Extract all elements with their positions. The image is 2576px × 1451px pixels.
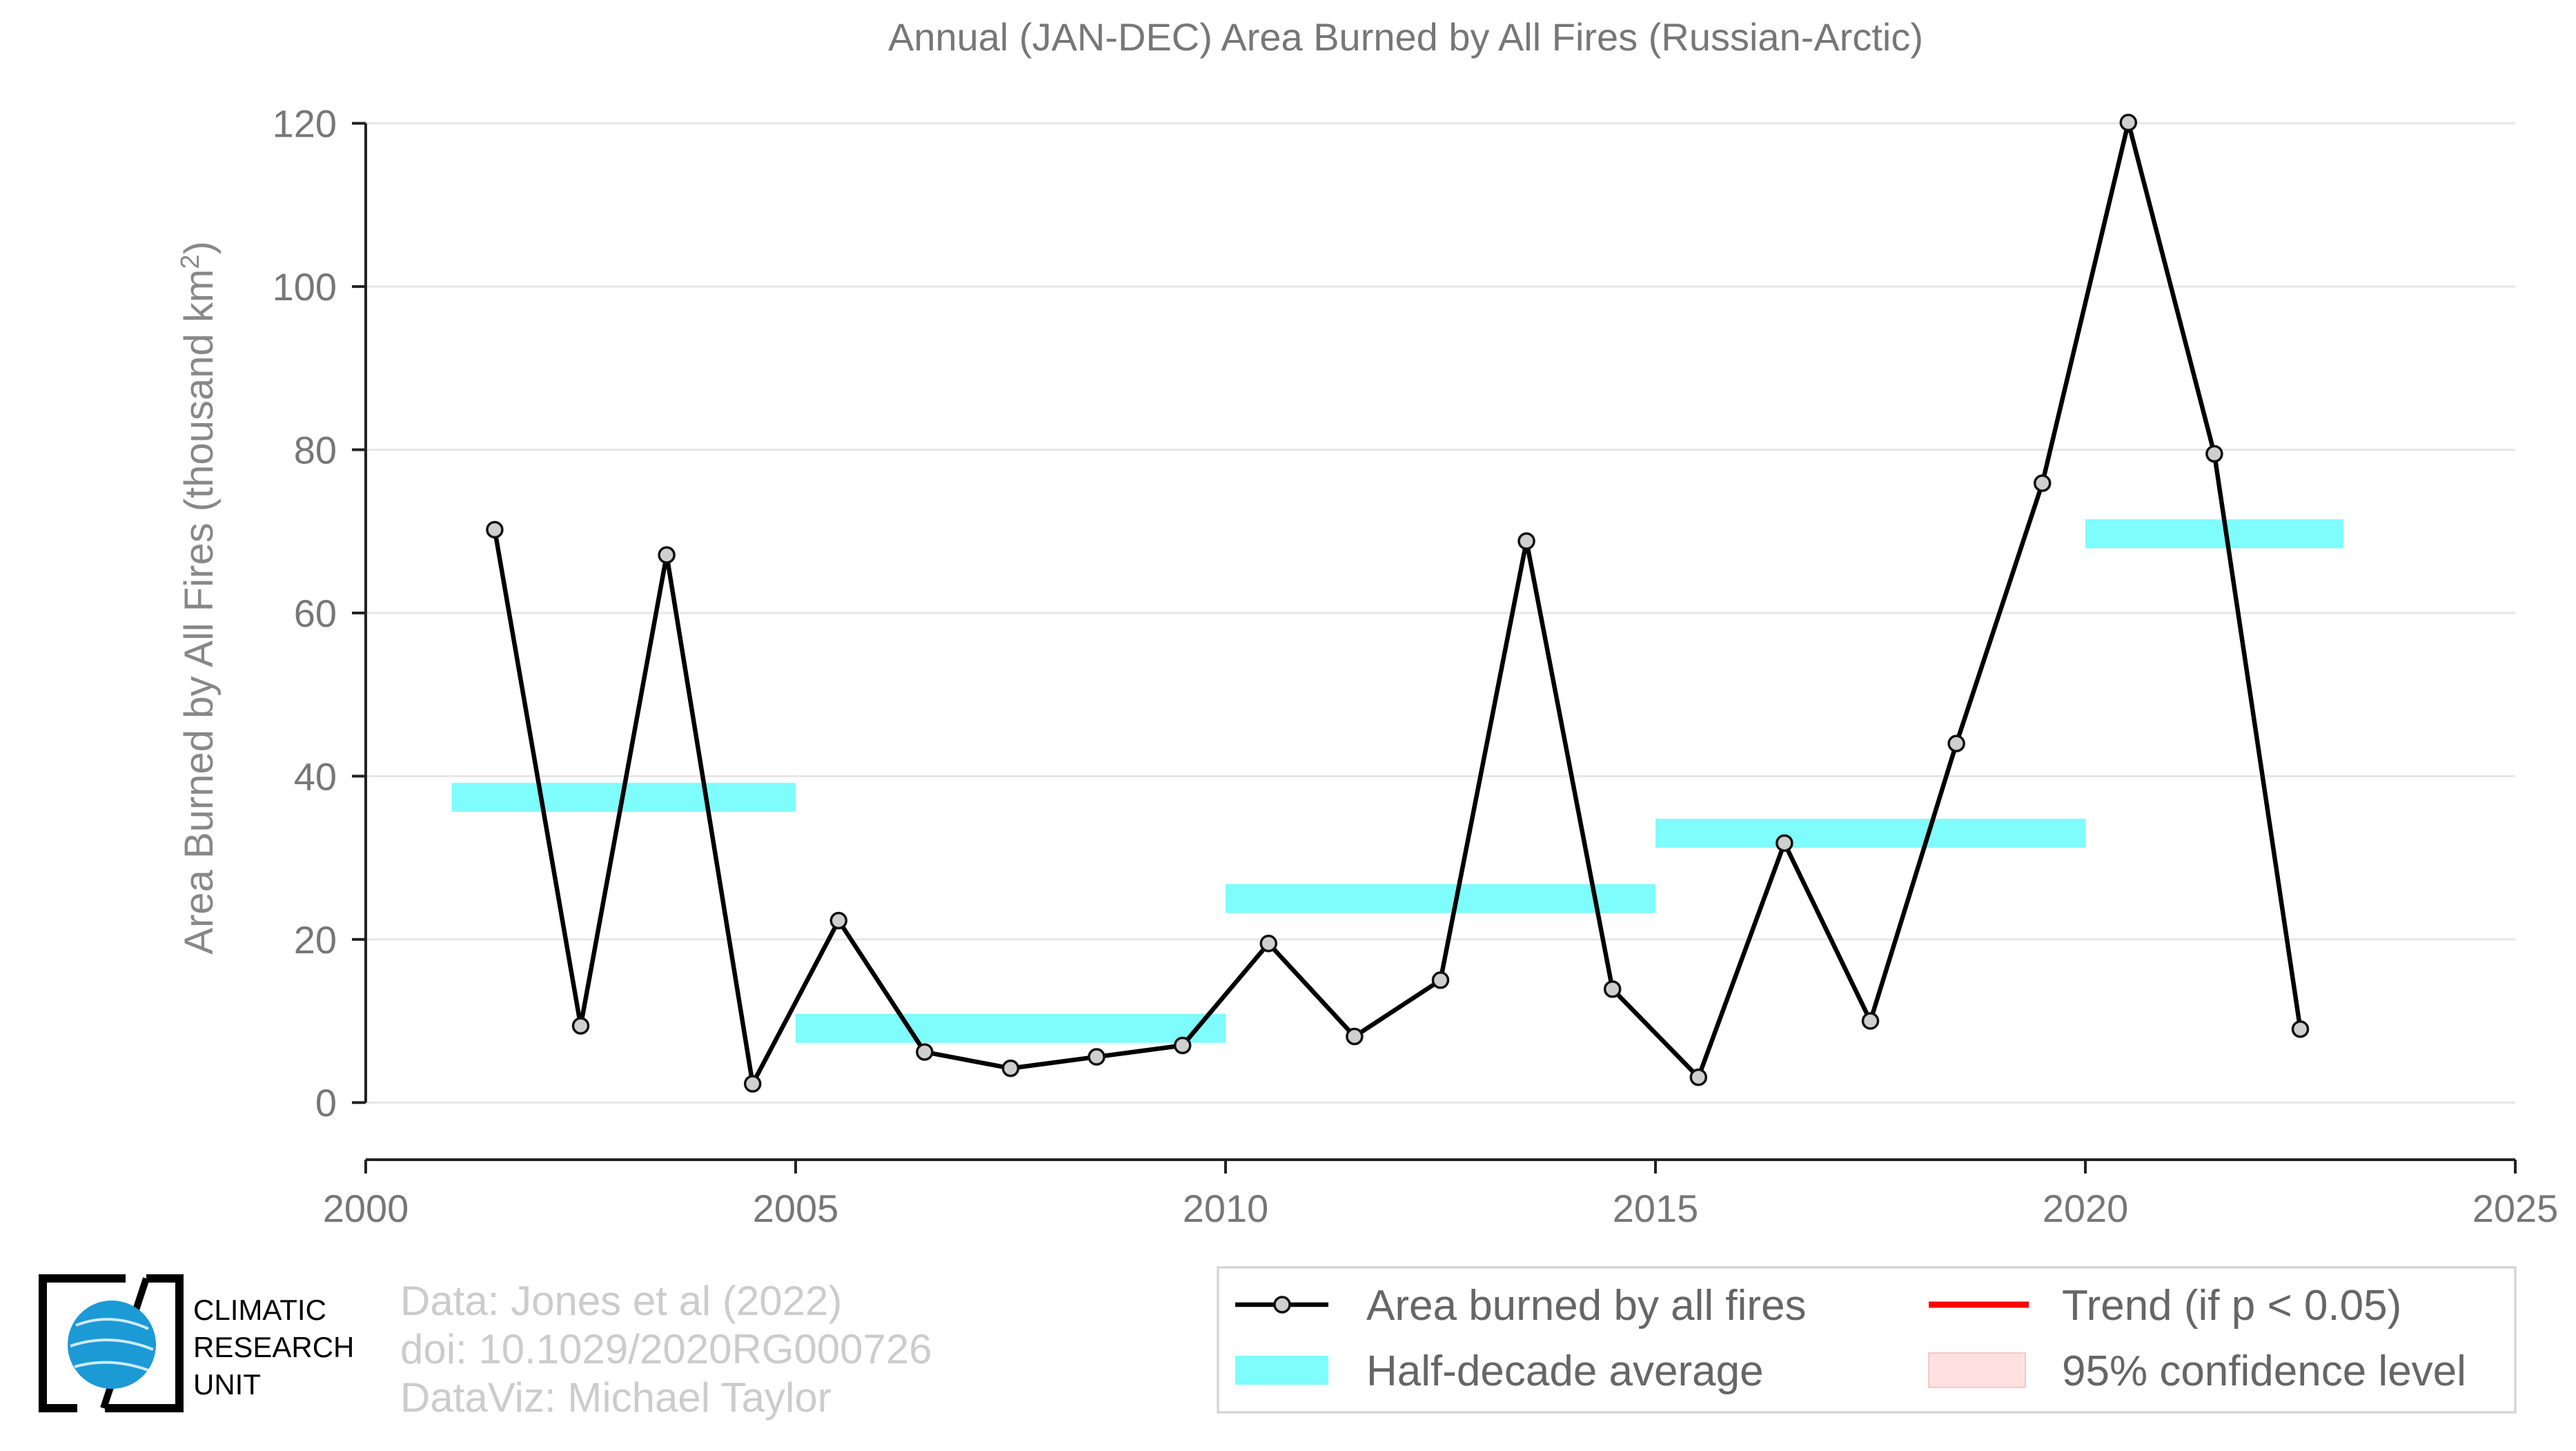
y-axis-label: Area Burned by All Fires (thousand km2) (176, 241, 222, 954)
x-tick-label-2020: 2020 (2043, 1187, 2129, 1230)
data-point-2002.5 (571, 1017, 590, 1035)
axes: 0 20 40 60 80 100 120 2000 2005 2010 2015 2020 2025 (273, 102, 2559, 1230)
half-decade-bar-2 (1226, 884, 1655, 913)
data-point-2011.5 (1346, 1027, 1364, 1046)
x-tick-label-2025: 2025 (2472, 1187, 2559, 1230)
data-point-2008.5 (1088, 1048, 1105, 1066)
x-tick-label-2000: 2000 (323, 1187, 409, 1230)
legend: Area burned by all fires Trend (if p < 0… (1217, 1266, 2517, 1414)
data-point-2022.5 (2291, 1020, 2310, 1038)
legend-swatch-half-decade (1235, 1356, 1328, 1385)
data-point-2020.5 (2119, 113, 2138, 132)
data-point-2001.5 (486, 520, 504, 539)
gridlines (366, 122, 2515, 1104)
data-point-2014.5 (1603, 980, 1622, 998)
legend-box (1217, 1266, 2517, 1414)
data-point-2015.5 (1689, 1068, 1708, 1087)
x-tick-label-2015: 2015 (1613, 1187, 1699, 1230)
data-point-2003.5 (658, 546, 676, 564)
data-point-2005.5 (829, 911, 848, 930)
data-point-2018.5 (1947, 734, 1965, 752)
y-tick-label-100: 100 (273, 265, 337, 309)
logo-text-unit: UNIT (193, 1368, 261, 1401)
credit-doi: doi: 10.1029/2020RG000726 (400, 1326, 932, 1372)
credit-dataviz: DataViz: Michael Taylor (400, 1374, 832, 1421)
data-point-2016.5 (1776, 834, 1793, 853)
data-point-2009.5 (1173, 1036, 1192, 1055)
data-point-2021.5 (2205, 445, 2223, 463)
logo-bracket-right (105, 1274, 184, 1412)
legend-marker-area-burned (1273, 1296, 1291, 1314)
half-decade-bar-1 (796, 1013, 1226, 1043)
data-point-2012.5 (1431, 971, 1450, 989)
x-tick-label-2005: 2005 (753, 1187, 839, 1230)
data-point-2010.5 (1259, 934, 1278, 953)
y-tick-label-0: 0 (315, 1081, 337, 1124)
logo-text-climatic: CLIMATIC (193, 1294, 326, 1326)
chart-title: Annual (JAN-DEC) Area Burned by All Fire… (888, 15, 1923, 59)
area-burned-series (486, 113, 2310, 1093)
y-tick-label-20: 20 (294, 918, 337, 962)
half-decade-bar-4 (2085, 519, 2343, 549)
data-point-2006.5 (916, 1043, 934, 1061)
series-line-area-burned (492, 120, 2303, 1087)
data-point-2013.5 (1517, 532, 1535, 550)
legend-label-half-decade: Half-decade average (1366, 1347, 1764, 1395)
data-point-2007.5 (1001, 1059, 1020, 1078)
legend-label-trend: Trend (if p < 0.05) (2062, 1282, 2401, 1330)
data-point-2017.5 (1861, 1012, 1880, 1030)
legend-label-area-burned: Area burned by all fires (1366, 1282, 1807, 1330)
y-tick-label-60: 60 (294, 592, 337, 635)
globe-contours (70, 1318, 154, 1372)
y-tick-label-120: 120 (273, 102, 337, 146)
cru-logo: CLIMATIC RESEARCH UNIT (39, 1274, 354, 1412)
data-point-2004.5 (743, 1075, 762, 1093)
half-decade-bar-3 (1655, 819, 2085, 848)
credits: Data: Jones et al (2022) doi: 10.1029/20… (400, 1278, 932, 1421)
x-tick-label-2010: 2010 (1183, 1187, 1269, 1230)
y-tick-label-40: 40 (294, 754, 337, 798)
y-tick-label-80: 80 (294, 429, 337, 472)
data-point-2019.5 (2033, 474, 2052, 492)
logo-bracket-left (39, 1274, 126, 1412)
logo-text-research: RESEARCH (193, 1331, 354, 1363)
legend-swatch-confidence (1928, 1352, 2026, 1388)
legend-label-confidence: 95% confidence level (2062, 1347, 2466, 1395)
credit-data: Data: Jones et al (2022) (400, 1278, 842, 1324)
